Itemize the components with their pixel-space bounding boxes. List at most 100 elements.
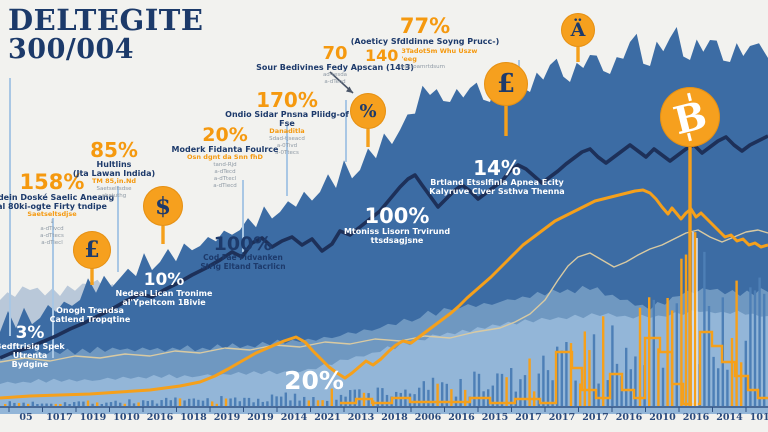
volume-bar: [54, 403, 57, 406]
x-axis-label: 2016: [448, 412, 475, 423]
volume-bar: [694, 232, 697, 406]
volume-bar: [211, 401, 214, 406]
volume-bar: [284, 392, 287, 406]
x-axis-label: 2013: [347, 412, 375, 423]
volume-bar: [385, 394, 389, 406]
x-axis-label: 2014: [716, 412, 743, 423]
percent-icon: %: [350, 93, 386, 129]
tan-line: [0, 229, 768, 363]
volume-bar: [100, 404, 103, 406]
volume-bar: [45, 403, 48, 406]
volume-bar: [680, 258, 683, 406]
volume-bar: [174, 397, 177, 406]
volume-bar: [537, 373, 540, 406]
volume-bar: [427, 389, 430, 406]
volume-bar: [105, 402, 108, 406]
volume-bar: [238, 401, 241, 406]
title-line2: 300/004: [8, 33, 135, 65]
volume-bar: [289, 400, 292, 406]
a-umlaut-icon-glyph: Ä: [570, 19, 586, 41]
volume-bar: [431, 377, 435, 406]
volume-bar: [266, 401, 269, 406]
pound-left-icon-glyph: £: [84, 237, 100, 263]
volume-bar: [418, 387, 421, 406]
volume-bar: [569, 343, 573, 406]
volume-bar: [422, 381, 425, 406]
pointer-arrowhead: [346, 86, 353, 93]
percent-icon-glyph: %: [359, 100, 377, 122]
x-axis-label: 2017: [548, 412, 576, 423]
volume-bar: [73, 402, 76, 406]
volume-bar: [753, 290, 757, 406]
volume-bar: [473, 371, 476, 406]
volume-bar: [229, 398, 232, 406]
volume-bar: [201, 400, 205, 406]
volume-bar: [652, 299, 655, 406]
pound-left-icon: £: [73, 231, 111, 269]
volume-bar: [335, 399, 338, 406]
volume-bar: [436, 383, 439, 406]
volume-bar: [252, 402, 255, 406]
volume-bar: [82, 401, 85, 406]
volume-bar: [611, 325, 614, 406]
volume-bar: [220, 396, 223, 406]
a-umlaut-icon: Ä: [561, 13, 595, 47]
volume-bar: [316, 400, 320, 406]
volume-bar: [243, 397, 246, 406]
volume-bar: [703, 251, 706, 406]
volume-bar: [4, 404, 7, 406]
bitcoin-icon-glyph: B: [668, 91, 712, 143]
volume-bar: [40, 403, 44, 406]
volume-bar: [730, 337, 734, 406]
volume-bar: [574, 380, 577, 406]
volume-bar: [215, 403, 218, 406]
volume-bar: [560, 350, 563, 406]
page-title: DELTEGITE 300/004: [8, 3, 204, 65]
volume-bar: [137, 402, 140, 406]
volume-bar: [565, 342, 568, 406]
x-axis-label: 05: [19, 412, 33, 423]
volume-bar: [68, 404, 71, 406]
volume-bar: [155, 403, 159, 406]
volume-bar: [744, 340, 747, 406]
volume-bar: [91, 403, 94, 406]
volume-bar: [519, 379, 522, 406]
volume-bar: [22, 402, 25, 406]
volume-bar: [675, 303, 678, 406]
volume-bar: [606, 380, 609, 406]
volume-bar: [109, 402, 113, 406]
volume-bar: [491, 385, 494, 406]
volume-bar: [657, 348, 660, 406]
volume-bar: [160, 400, 163, 406]
volume-bar: [77, 401, 80, 406]
volume-bar: [165, 397, 168, 406]
volume-bar: [63, 402, 67, 406]
volume-bar: [132, 403, 136, 406]
volume-bar: [712, 356, 715, 406]
x-axis-label: 2017: [582, 412, 609, 423]
volume-bar: [298, 400, 301, 406]
volume-bar: [459, 378, 462, 406]
x-axis-label: 2016: [615, 412, 643, 423]
volume-bar: [505, 377, 508, 406]
x-axis-label: 2021: [314, 412, 341, 423]
volume-bar: [602, 316, 605, 406]
title-line1: DELTEGITE: [8, 3, 204, 37]
volume-bar: [500, 373, 504, 406]
volume-bar: [31, 401, 34, 406]
orange-step-line: [340, 330, 768, 406]
volume-bar: [579, 383, 582, 406]
volume-bar: [339, 394, 343, 406]
volume-bar: [119, 402, 122, 406]
volume-bar: [280, 396, 283, 406]
x-axis-label: 2016: [146, 412, 174, 423]
x-axis-label: 1010: [113, 412, 140, 423]
volume-bar: [303, 396, 306, 406]
navy-line: [0, 134, 768, 360]
volume-bar: [8, 401, 11, 406]
volume-bar: [169, 400, 172, 406]
volume-bar: [740, 362, 743, 406]
volume-bar: [376, 387, 379, 406]
volume-bar: [648, 297, 651, 406]
volume-bar: [749, 287, 752, 406]
